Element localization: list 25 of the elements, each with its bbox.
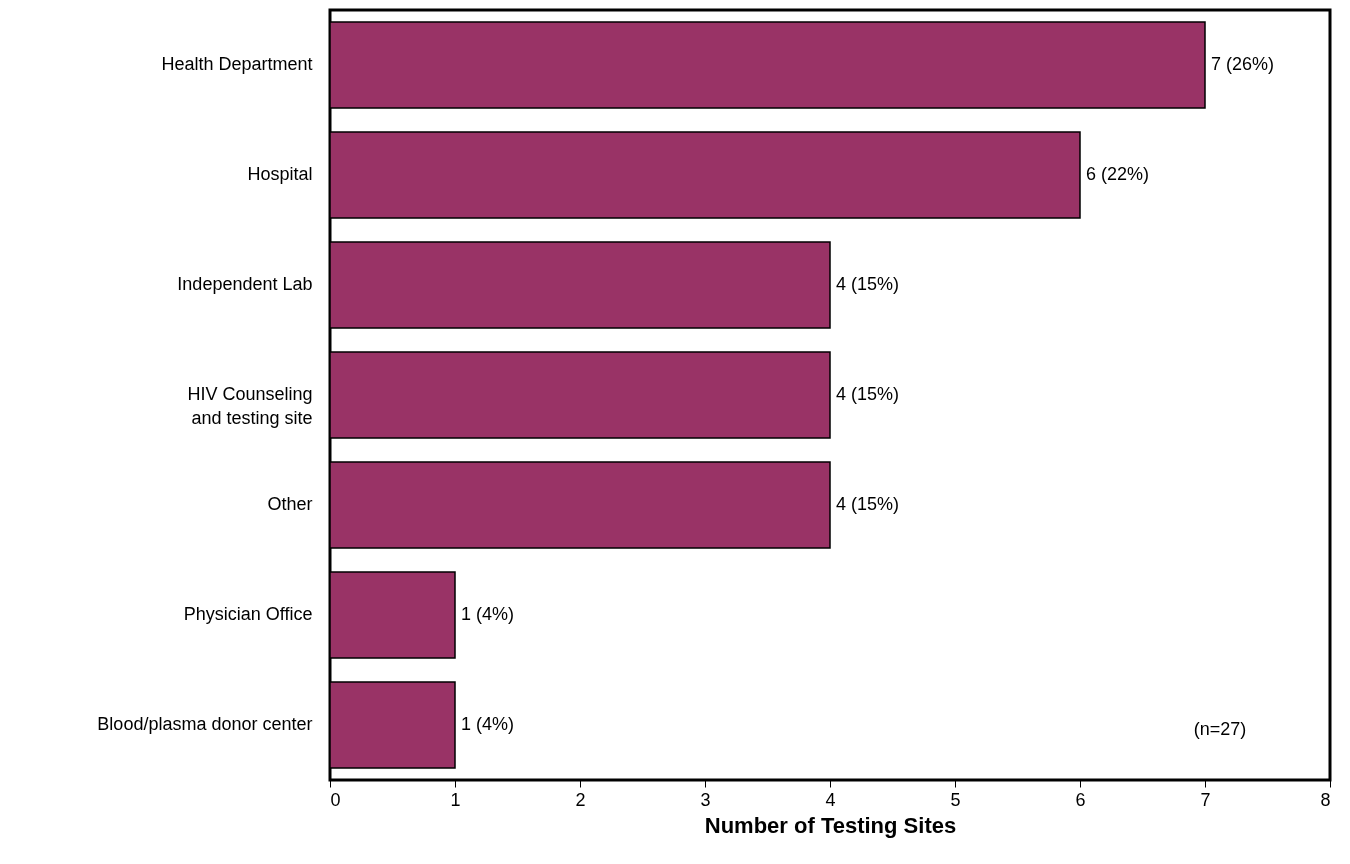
x-tick-label: 2 <box>575 789 586 810</box>
x-tick-label: 6 <box>1075 789 1086 810</box>
x-tick-label: 0 <box>330 789 341 810</box>
y-tick-label: Health Department <box>161 54 313 74</box>
y-tick-label: Physician Office <box>183 604 313 624</box>
x-axis-title: Number of Testing Sites <box>704 812 957 838</box>
x-tick-label: 7 <box>1200 789 1211 810</box>
data-label: 4 (15%) <box>836 384 900 404</box>
x-tick-label: 8 <box>1320 789 1331 810</box>
data-label: 4 (15%) <box>836 494 900 514</box>
x-tick-label: 5 <box>950 789 961 810</box>
y-tick-label: Hospital <box>247 164 313 184</box>
y-tick-label: Other <box>267 494 313 514</box>
y-tick-label: Independent Lab <box>177 274 313 294</box>
x-tick-label: 4 <box>825 789 836 810</box>
x-tick-label: 3 <box>700 789 711 810</box>
x-tick-label: 1 <box>450 789 461 810</box>
data-label: 1 (4%) <box>461 604 515 624</box>
data-label: 6 (22%) <box>1086 164 1150 184</box>
data-label: 1 (4%) <box>461 714 515 734</box>
data-label: 4 (15%) <box>836 274 900 294</box>
data-label: 7 (26%) <box>1211 54 1275 74</box>
y-tick-label: Blood/plasma donor center <box>97 714 313 734</box>
y-tick-label: HIV Counseling and testing site <box>187 384 313 428</box>
annotation: (n=27) <box>1193 719 1247 739</box>
